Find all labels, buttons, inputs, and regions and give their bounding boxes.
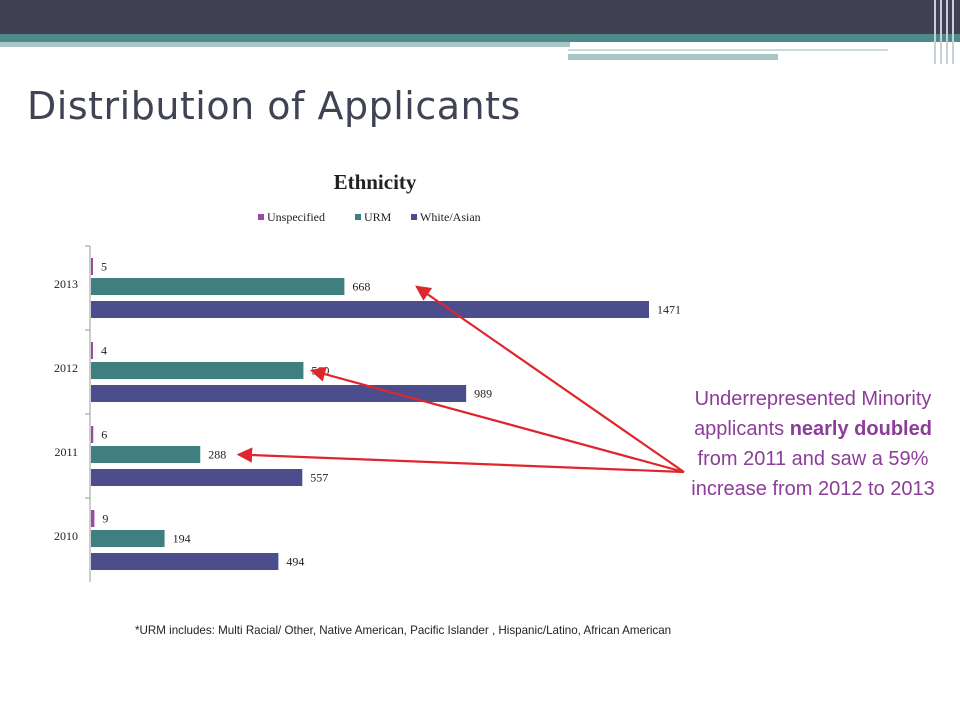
data-label: 1471 bbox=[657, 303, 681, 317]
annotation-part1: Underrepresented Minority applicants bbox=[694, 388, 932, 440]
bar-unspecified-2011 bbox=[91, 426, 94, 443]
y-tick-label: 2013 bbox=[54, 277, 78, 291]
legend-label: White/Asian bbox=[420, 210, 481, 224]
legend-swatch bbox=[258, 214, 264, 220]
annotation-text: Underrepresented Minority applicants nea… bbox=[688, 384, 938, 504]
bar-urm-2011 bbox=[91, 446, 201, 463]
annotation-arrow bbox=[415, 285, 685, 473]
y-tick-label: 2010 bbox=[54, 529, 78, 543]
annotation-part2: from 2011 and saw a 59% increase from 20… bbox=[691, 448, 935, 500]
bar-unspecified-2012 bbox=[91, 342, 93, 359]
accent-band-short bbox=[568, 54, 778, 60]
legend-swatch bbox=[355, 214, 361, 220]
bar-white-asian-2012 bbox=[91, 385, 467, 402]
data-label: 6 bbox=[101, 428, 107, 442]
bar-urm-2010 bbox=[91, 530, 165, 547]
accent-line bbox=[568, 49, 888, 51]
legend-item-white-asian: White/Asian bbox=[411, 210, 481, 225]
data-label: 194 bbox=[173, 532, 191, 546]
annotation-arrow bbox=[236, 447, 685, 474]
chart-title: Ethnicity bbox=[333, 170, 417, 194]
data-label: 668 bbox=[352, 280, 370, 294]
bar-unspecified-2010 bbox=[91, 510, 95, 527]
legend-item-urm: URM bbox=[355, 210, 391, 225]
annotation-arrow bbox=[309, 366, 685, 474]
decorative-stripes bbox=[930, 0, 960, 64]
accent-band bbox=[0, 34, 960, 42]
bar-white-asian-2010 bbox=[91, 553, 279, 570]
legend-label: Unspecified bbox=[267, 210, 325, 224]
bar-white-asian-2013 bbox=[91, 301, 649, 318]
data-label: 5 bbox=[101, 260, 107, 274]
accent-band-light bbox=[0, 42, 570, 47]
bar-urm-2012 bbox=[91, 362, 304, 379]
data-label: 494 bbox=[286, 555, 304, 569]
data-label: 989 bbox=[474, 387, 492, 401]
bar-urm-2013 bbox=[91, 278, 345, 295]
data-label: 4 bbox=[101, 344, 107, 358]
y-tick-label: 2012 bbox=[54, 361, 78, 375]
data-label: 288 bbox=[208, 448, 226, 462]
page-title: Distribution of Applicants bbox=[27, 84, 521, 128]
y-tick-label: 2011 bbox=[54, 445, 78, 459]
legend-label: URM bbox=[364, 210, 392, 224]
annotation-emphasis: nearly doubled bbox=[789, 418, 932, 440]
legend-item-unspecified: Unspecified bbox=[258, 210, 325, 225]
legend-swatch bbox=[411, 214, 417, 220]
bar-unspecified-2013 bbox=[91, 258, 93, 275]
footnote: *URM includes: Multi Racial/ Other, Nati… bbox=[135, 624, 672, 637]
bar-white-asian-2011 bbox=[91, 469, 303, 486]
header-band bbox=[0, 0, 960, 34]
data-label: 9 bbox=[102, 512, 108, 526]
data-label: 557 bbox=[310, 471, 328, 485]
